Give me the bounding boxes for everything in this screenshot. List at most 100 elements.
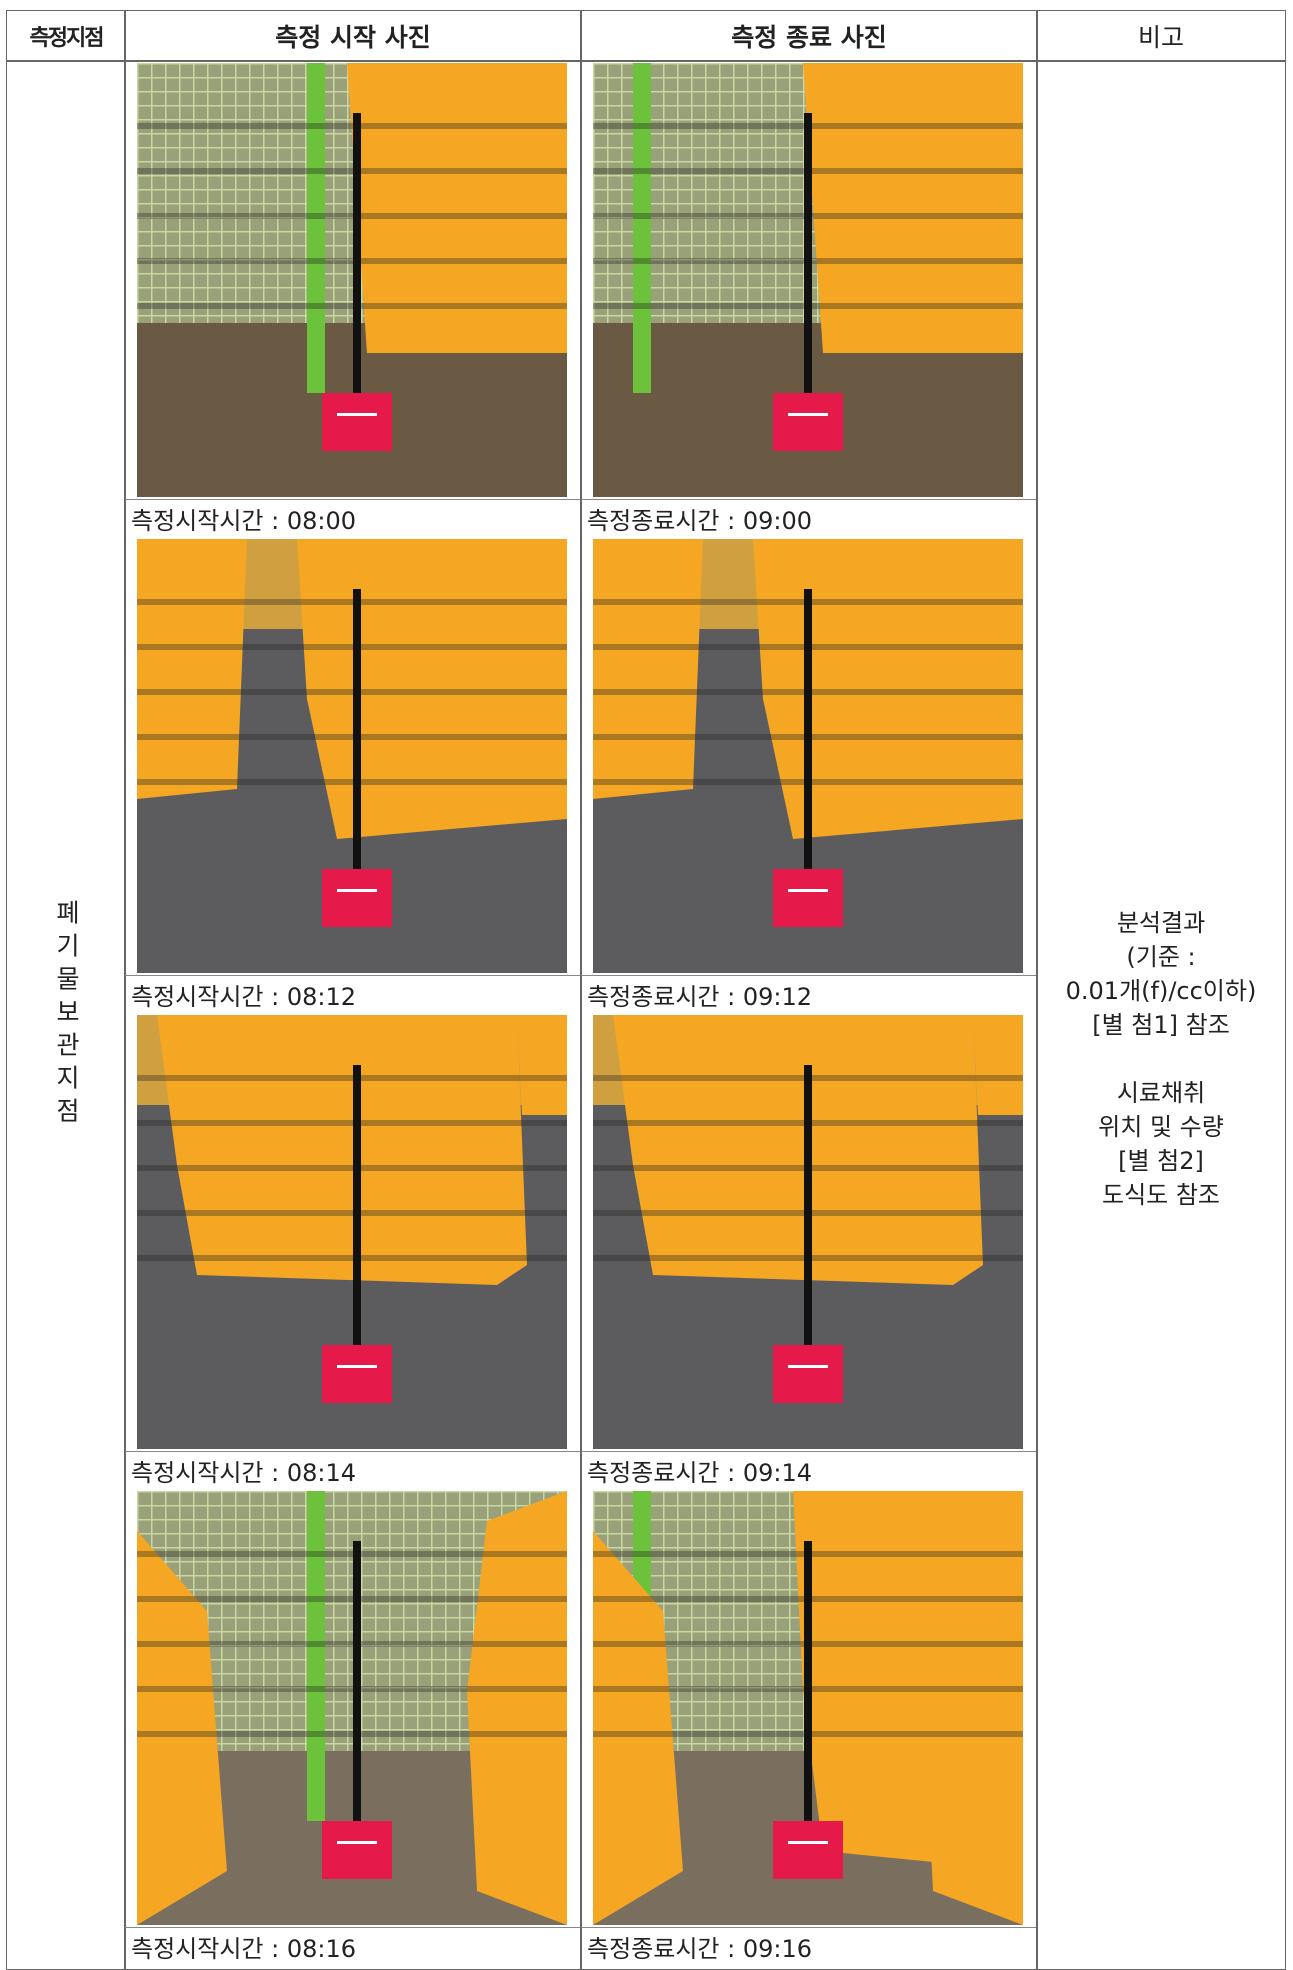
photo-shape <box>207 63 209 323</box>
photo-shape <box>137 1519 567 1521</box>
photo-shape <box>137 644 567 650</box>
photo-shape <box>788 1365 828 1368</box>
photo-shape <box>305 1491 307 1751</box>
photo-shape <box>804 113 812 413</box>
remarks-cell: 분석결과 (기준 : 0.01개(f)/cc이하) [별 첨1] 참조 시료채취 위치 및… <box>1036 60 1286 1970</box>
photo-shape <box>719 1491 721 1751</box>
remarks: 분석결과 (기준 : 0.01개(f)/cc이하) [별 첨1] 참조 시료채취 위치 및… <box>1037 906 1285 1246</box>
photo-shape <box>445 1491 447 1751</box>
photo-shape <box>221 63 223 323</box>
photo-shape <box>263 63 265 323</box>
photo-shape <box>337 413 377 416</box>
photo-shape <box>137 213 567 219</box>
photo-shape <box>137 1729 567 1731</box>
photo-shape <box>621 63 623 323</box>
photo-shape <box>337 1365 377 1368</box>
photo-shape <box>389 1491 391 1751</box>
photo-shape <box>467 1491 567 1925</box>
photo-shape <box>193 63 195 323</box>
remark-line: 시료채취 <box>1116 1079 1206 1107</box>
header-cell: 측정 시작 사진 <box>124 10 582 62</box>
photo-shape <box>151 63 153 323</box>
photo-shape <box>431 1491 433 1751</box>
photo-shape <box>677 63 679 323</box>
photo-shape <box>307 63 325 393</box>
remark-paragraph: 시료채취 위치 및 수량 [별 첨2] 도식도 참조 <box>1037 1076 1285 1212</box>
photo-shape <box>137 147 567 149</box>
photo-shape <box>322 1345 392 1403</box>
photo-shape <box>235 1491 237 1751</box>
photo-shape <box>788 413 828 416</box>
end-column: 측정종료시간 : 09:00 측정종료시간 : 09:12 측정종료시간 : 09:… <box>580 60 1038 1970</box>
photo-shape <box>137 1531 227 1925</box>
photo-shape <box>593 539 703 799</box>
photo-shape <box>361 1491 363 1751</box>
photo-caption: 측정시작시간 : 08:14 <box>125 1451 581 1489</box>
photo-shape <box>803 63 805 323</box>
photo-shape <box>137 231 567 233</box>
photo-shape <box>137 287 567 289</box>
photo-shape <box>137 1603 567 1605</box>
photo-shape <box>137 779 567 785</box>
photo-shape <box>473 1491 475 1751</box>
photo-shape <box>137 539 247 799</box>
photo-shape <box>137 1561 567 1563</box>
photo-shape <box>291 63 293 323</box>
photo-shape <box>337 1841 377 1844</box>
photo-shape <box>137 1547 567 1549</box>
photo-caption: 측정종료시간 : 09:12 <box>581 975 1037 1013</box>
photo-shape <box>607 63 609 323</box>
location-label: 폐기물보관지점 <box>52 899 81 1131</box>
photo-shape <box>179 63 181 323</box>
photo-shape <box>137 123 567 129</box>
remark-line: 위치 및 수량 <box>1098 1113 1224 1141</box>
photo-shape <box>705 63 707 323</box>
photo-caption: 측정종료시간 : 09:16 <box>581 1927 1037 1965</box>
photo-shape <box>137 1645 567 1647</box>
photo-shape <box>137 168 567 174</box>
photo-caption: 측정시작시간 : 08:16 <box>125 1927 581 1965</box>
photo-shape <box>337 889 377 892</box>
header-cell: 측정지점 <box>6 10 126 62</box>
photo-shape <box>691 63 693 323</box>
start-column: 측정시작시간 : 08:00 측정시작시간 : 08:12 측정시작시간 : 08:… <box>124 60 582 1970</box>
photo-shape <box>633 63 651 393</box>
photo-shape <box>353 1541 361 1841</box>
photo-shape <box>761 1491 763 1751</box>
photo-shape <box>137 301 567 303</box>
photo-shape <box>593 1531 683 1925</box>
photo-shape <box>137 1659 567 1661</box>
photo-shape <box>277 1491 279 1751</box>
photo-shape <box>297 539 567 839</box>
photo <box>137 63 567 497</box>
photo-shape <box>137 1673 567 1675</box>
photo-shape <box>417 1491 419 1751</box>
photo-shape <box>677 1491 679 1751</box>
remark-line: 도식도 참조 <box>1101 1181 1221 1209</box>
photo-shape <box>691 1491 693 1751</box>
photo-shape <box>353 1065 361 1365</box>
photo-shape <box>249 63 251 323</box>
photo-shape <box>804 589 812 889</box>
photo-shape <box>235 63 237 323</box>
photo-shape <box>291 1491 293 1751</box>
photo-shape <box>137 734 567 740</box>
photo-shape <box>137 273 567 275</box>
photo-shape <box>137 259 567 261</box>
photo-shape <box>322 869 392 927</box>
photo-shape <box>137 1491 567 1493</box>
photo-shape <box>137 1631 567 1633</box>
photo-shape <box>804 1065 812 1365</box>
photo-shape <box>137 1686 567 1692</box>
photo-shape <box>353 113 361 413</box>
photo-shape <box>137 1589 567 1591</box>
photo-shape <box>973 1015 1023 1115</box>
photo-shape <box>137 599 567 605</box>
photo-shape <box>137 1596 567 1602</box>
photo-shape <box>375 1491 377 1751</box>
photo-shape <box>137 303 567 309</box>
photo-shape <box>137 1551 567 1557</box>
photo-shape <box>747 63 749 323</box>
photo-shape <box>137 1165 567 1171</box>
